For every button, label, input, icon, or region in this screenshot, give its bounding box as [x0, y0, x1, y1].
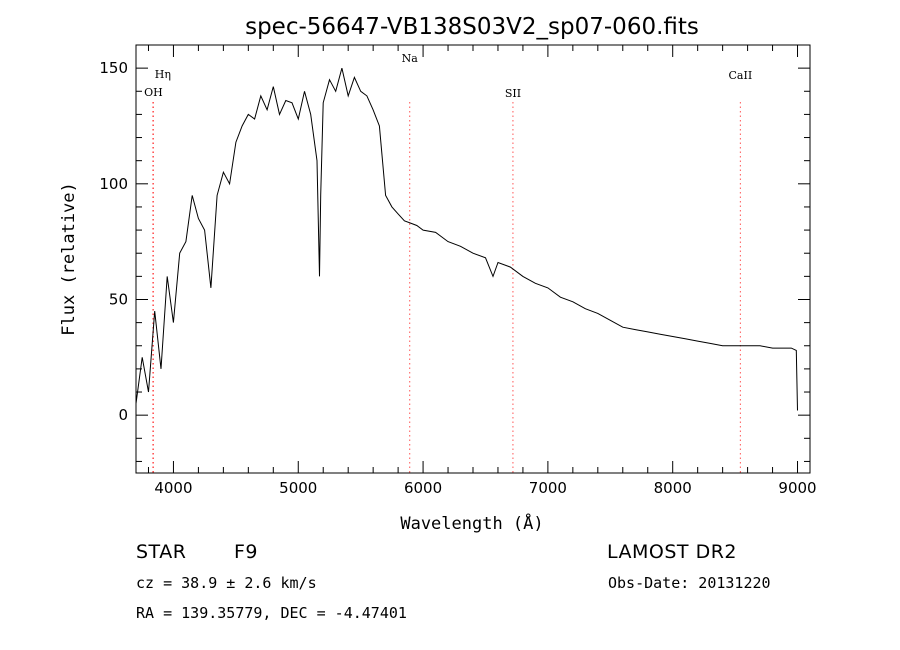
chart-title: spec-56647-VB138S03V2_sp07-060.fits — [245, 14, 699, 40]
x-axis-label: Wavelength (Å) — [400, 512, 543, 534]
x-tick-label: 8000 — [654, 479, 692, 497]
spectral-line-label: Na — [402, 52, 419, 65]
x-tick-label: 6000 — [404, 479, 442, 497]
x-axis-ticks: 4000 5000 6000 7000 8000 9000 — [147, 45, 817, 497]
y-tick-label: 100 — [99, 175, 128, 193]
plot-frame — [135, 44, 811, 474]
object-class: STAR — [136, 541, 187, 563]
y-axis-ticks: 0 50 100 150 — [99, 44, 810, 462]
spectral-line-labels: OH Hη Na SII CaII — [144, 52, 752, 100]
observation-date: Obs-Date: 20131220 — [608, 574, 771, 592]
y-tick-label: 0 — [118, 406, 128, 424]
y-tick-label: 150 — [99, 59, 128, 77]
redshift-velocity: cz = 38.9 ± 2.6 km/s — [136, 574, 317, 592]
spectral-line-label: Hη — [155, 68, 171, 81]
x-tick-label: 9000 — [778, 479, 816, 497]
x-tick-label: 4000 — [154, 479, 192, 497]
spectral-line-label: SII — [505, 87, 521, 100]
spectral-line-label: CaII — [729, 69, 753, 82]
x-tick-label: 7000 — [529, 479, 567, 497]
y-axis-label: Flux (relative) — [59, 182, 79, 336]
coordinates: RA = 139.35779, DEC = -4.47401 — [136, 604, 407, 622]
y-tick-label: 50 — [109, 290, 128, 308]
x-tick-label: 5000 — [279, 479, 317, 497]
survey-name: LAMOST DR2 — [607, 541, 737, 563]
spectrum-line — [135, 67, 798, 411]
spectral-line-label: OH — [144, 86, 163, 99]
subclass: F9 — [234, 541, 259, 563]
spectral-line-markers — [152, 102, 741, 473]
